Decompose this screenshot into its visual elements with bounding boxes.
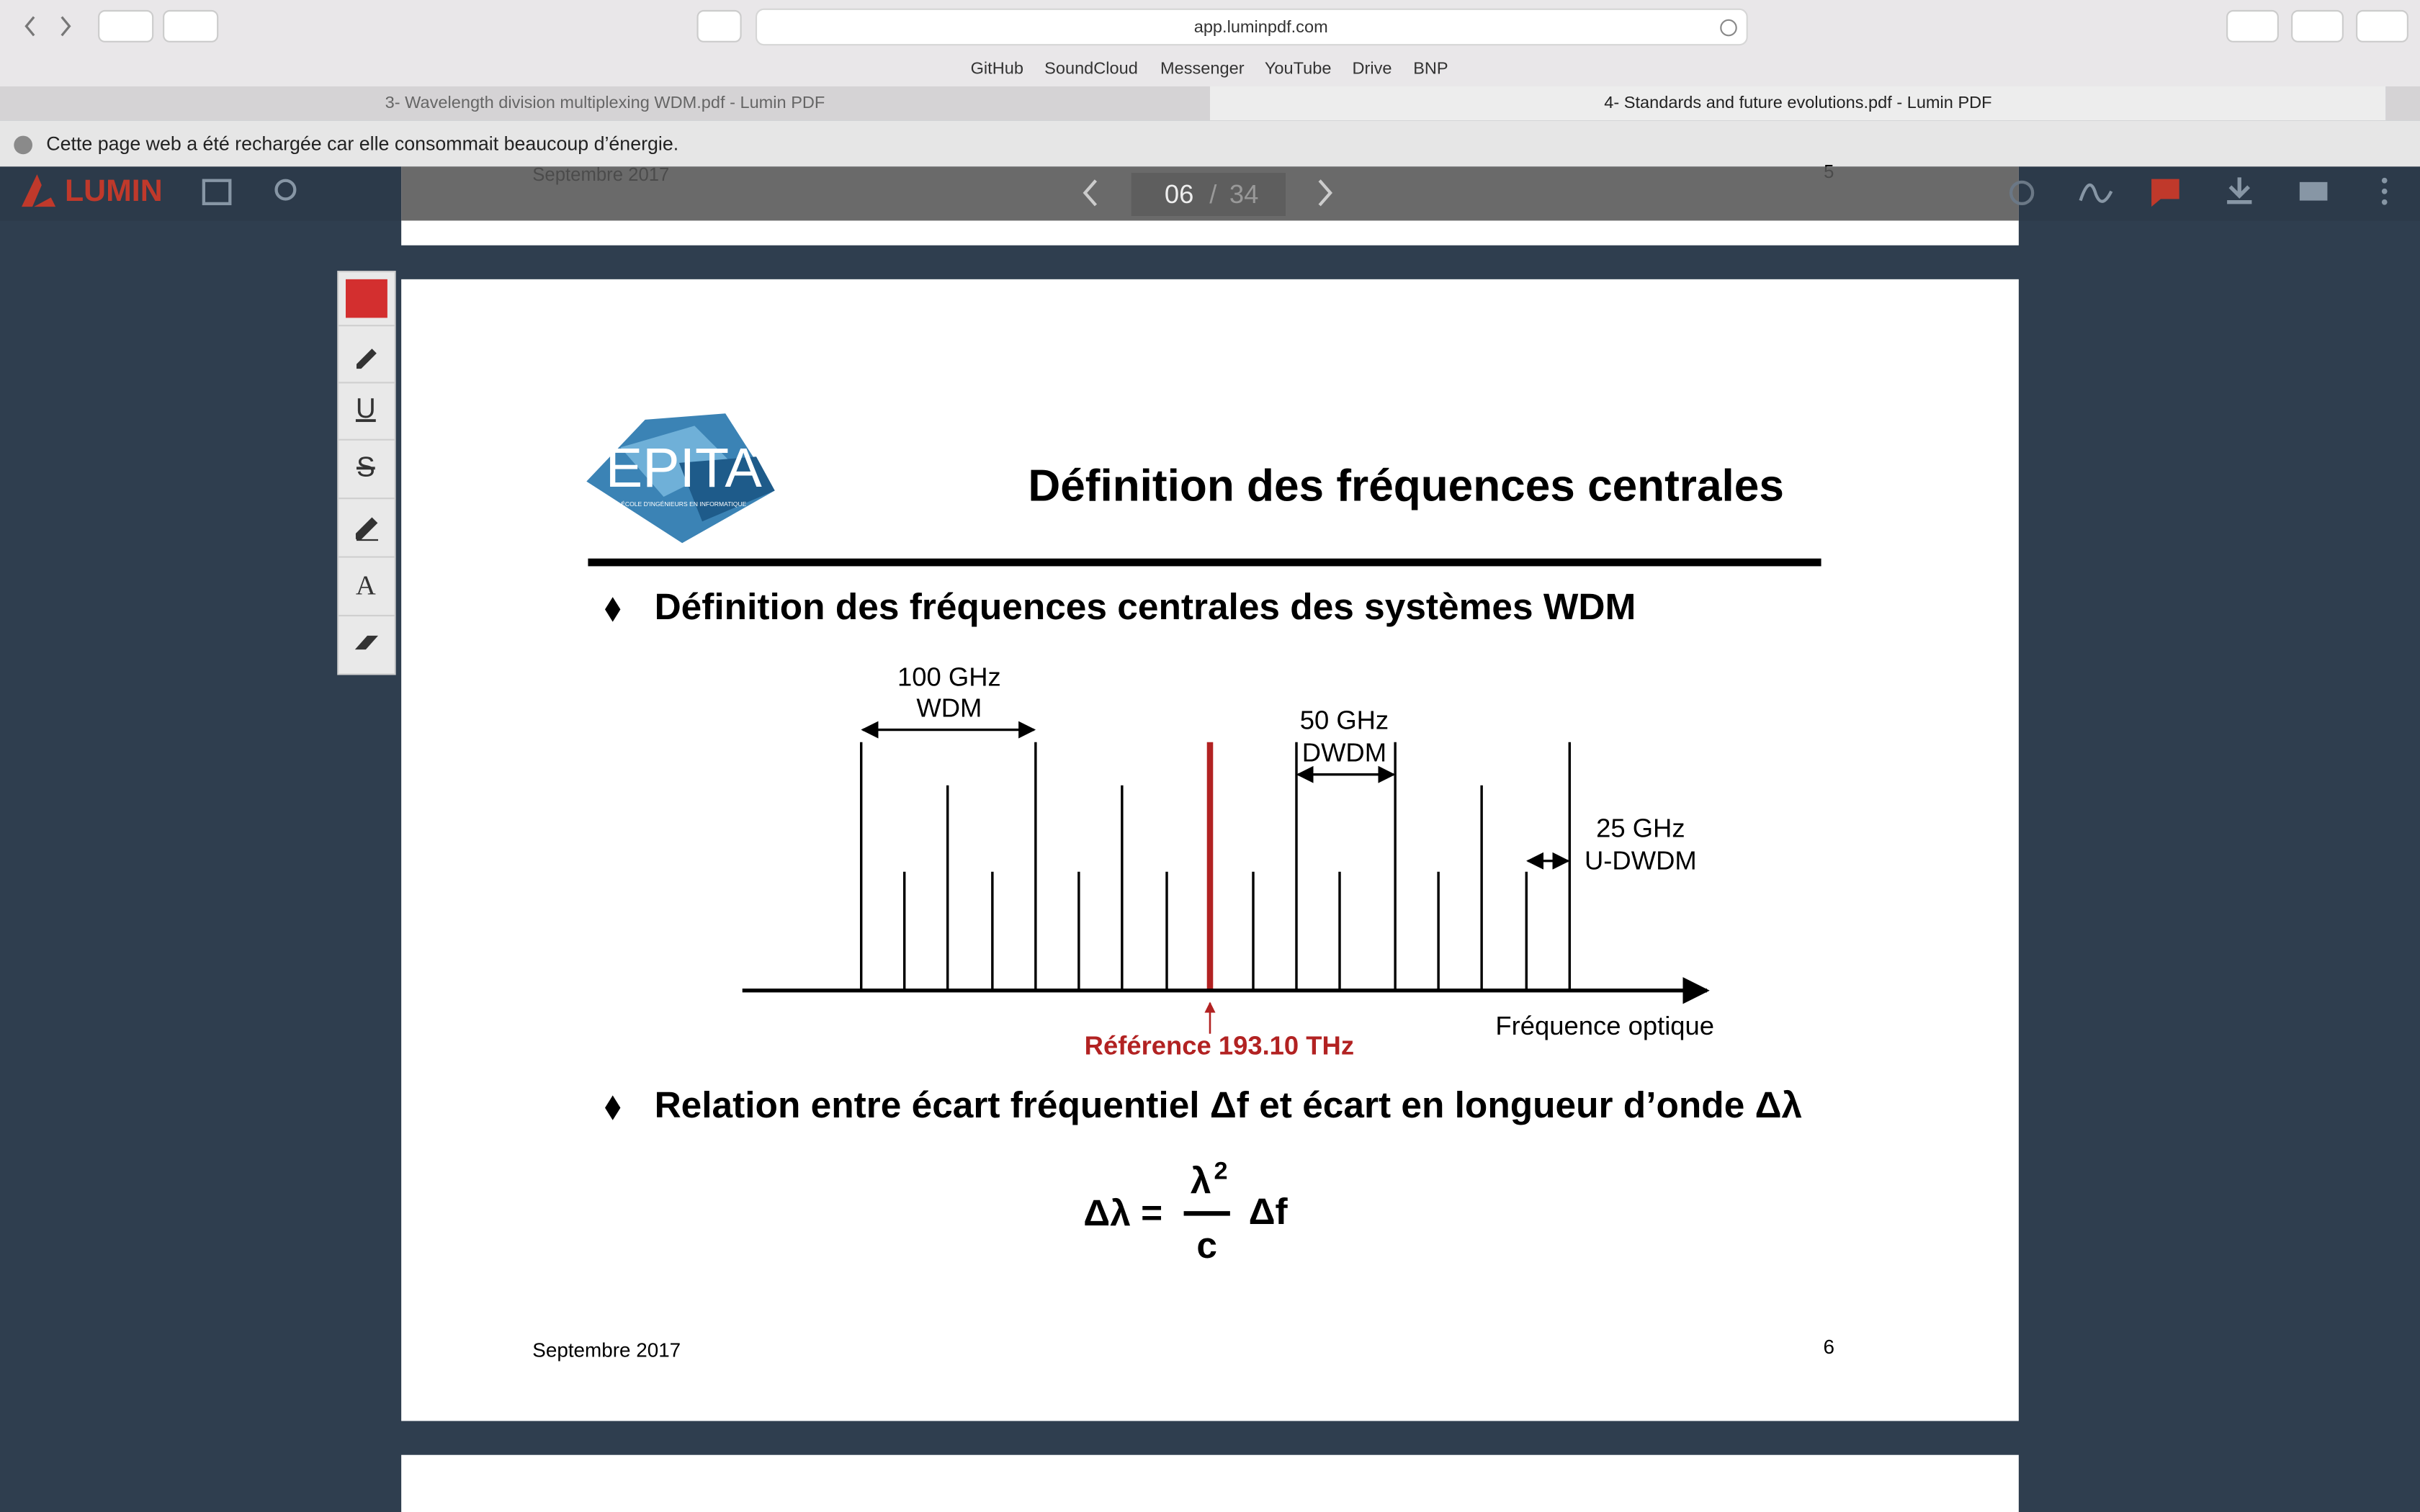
tab-title: 4- Standards and future evolutions.pdf -… [1604,93,1991,112]
highlight-tool[interactable] [355,517,378,541]
total-pages: 34 [1229,179,1259,209]
formula-factor: Δf [1249,1190,1289,1232]
eraser-tool[interactable] [354,635,378,650]
tab-active[interactable] [1210,86,2386,121]
search[interactable] [274,179,297,201]
diagram-label: 25 GHz [1596,813,1685,842]
fraction-bar [1183,1211,1230,1216]
bookmark[interactable]: Messenger [1160,59,1245,78]
sidebar-toggle[interactable] [202,179,232,205]
diagram-label: U-DWDM [1585,845,1697,875]
bullet-text: Relation entre écart fréquentiel Δf et é… [655,1084,1803,1125]
bullet-text: Définition des fréquences centrales des … [655,585,1636,627]
diagram-label: WDM [916,693,982,722]
pen-tool[interactable] [357,348,377,369]
address-bar[interactable] [755,8,1748,46]
share[interactable] [2291,9,2344,42]
more[interactable] [2381,177,2388,205]
channel-lines [860,742,1571,991]
rotate[interactable] [2009,180,2035,205]
bookmark[interactable]: GitHub [971,59,1023,78]
url: app.luminpdf.com [1194,17,1328,36]
bookmark[interactable]: Drive [1353,59,1392,78]
tabs-overview[interactable] [2356,9,2408,42]
formula-exponent: 2 [1214,1158,1227,1185]
slide-title: Définition des fréquences centrales [1028,462,1784,511]
separator: / [1209,179,1217,209]
text-tool[interactable]: A [356,570,376,600]
new-tab[interactable] [2385,86,2420,121]
diagram-label: DWDM [1302,737,1386,767]
axis-label: Fréquence optique [1495,1011,1714,1040]
logo-subtitle: ÉCOLE D'INGÉNIEURS EN INFORMATIQUE [621,500,746,508]
shield-button[interactable] [696,9,742,42]
toolbar-dividers [338,325,395,617]
formula-lhs: Δλ = [1083,1192,1162,1233]
download[interactable] [2227,177,2252,204]
formula-denominator: c [1196,1224,1217,1266]
spacing-arrows [861,721,1570,870]
underline-tool[interactable]: U [356,393,376,424]
bookmark[interactable]: SoundCloud [1044,59,1138,78]
color-picker[interactable] [346,279,387,318]
bookmark[interactable]: BNP [1413,59,1448,78]
nav-buttons[interactable] [24,16,71,37]
lumin-logo: LUMIN [65,174,163,208]
bookmarks-button[interactable] [163,9,219,42]
logo-text: EPITA [606,437,763,499]
bullet [605,597,621,622]
tab-inactive[interactable] [0,86,1210,121]
prev-page[interactable] [1083,179,1098,207]
diagram-label: 100 GHz [897,662,1001,691]
lumin-icon [22,174,56,207]
bullet [605,1095,621,1120]
downloads[interactable] [2226,9,2279,42]
sign[interactable] [2079,183,2113,203]
formula-numerator: λ [1191,1159,1211,1201]
annotation-toolbar [337,271,396,675]
comments[interactable] [2151,179,2179,207]
bookmark[interactable]: YouTube [1265,59,1332,78]
reload[interactable] [1720,19,1737,37]
strikeout-tool[interactable]: S [357,452,375,483]
reference-label: Référence 193.10 THz [1085,1031,1354,1061]
tab-title: 3- Wavelength division multiplexing WDM.… [385,93,825,112]
next-page-preview [401,1454,2019,1512]
diagram-label: 50 GHz [1300,705,1389,734]
footer-date: Septembre 2017 [532,1339,681,1362]
next-page[interactable] [1318,179,1332,207]
page-number: 6 [1824,1336,1835,1358]
sidebar-button[interactable] [98,9,154,42]
page-box [1131,173,1286,216]
current-page[interactable]: 06 [1165,179,1194,209]
notice-bar [0,120,2420,167]
title-rule [588,558,1821,567]
close-notice[interactable] [14,135,32,155]
epita-logo: EPITA ÉCOLE D'INGÉNIEURS EN INFORMATIQUE [586,413,775,544]
print[interactable] [2299,181,2328,201]
notice: Cette page web a été rechargée car elle … [46,133,678,155]
